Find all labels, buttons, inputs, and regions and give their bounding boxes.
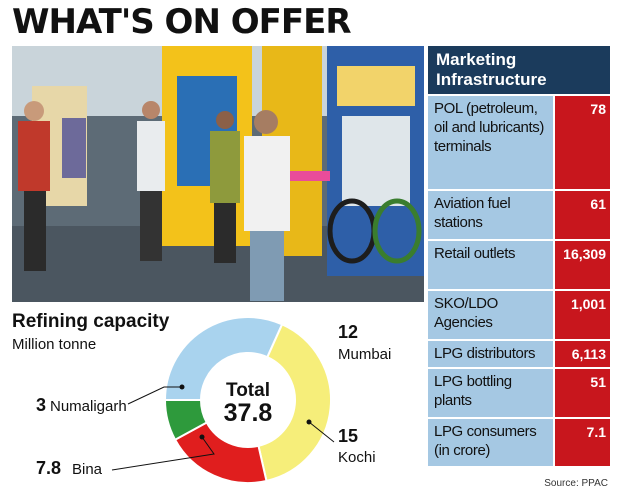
leader-dot-bina — [199, 434, 205, 440]
row-value: 16,309 — [553, 241, 610, 289]
refining-capacity-donut: Total 37.8 12 Mumbai 15 Kochi 7.8 Bina 3 Numaliga… — [0, 300, 428, 490]
slice-value-mumbai: 12 — [338, 322, 358, 342]
table-row: Aviation fuel stations 61 — [428, 189, 610, 239]
leader-dot-kochi — [306, 419, 312, 425]
slice-value-bina: 7.8 — [36, 458, 61, 478]
row-value: 7.1 — [553, 419, 610, 466]
row-value: 1,001 — [553, 291, 610, 339]
slice-name-bina: Bina — [72, 461, 103, 478]
leader-line-kochi — [308, 421, 335, 443]
chart-subtitle: Million tonne — [12, 336, 97, 353]
leader-dot-numaligarh — [179, 384, 185, 390]
row-label: LPG bottling plants — [428, 369, 553, 417]
slice-value-numaligarh: 3 — [36, 395, 46, 415]
slice-value-kochi: 15 — [338, 426, 358, 446]
row-label: POL (petroleum, oil and lubricants) term… — [428, 96, 553, 189]
table-row: Retail outlets 16,309 — [428, 239, 610, 289]
slice-name-numaligarh: Numaligarh — [50, 398, 127, 415]
row-value: 78 — [553, 96, 610, 189]
petrol-pump-photo — [12, 46, 424, 302]
row-label: LPG consumers (in crore) — [428, 419, 553, 466]
table-row: LPG bottling plants 51 — [428, 367, 610, 417]
source-note: Source: PPAC — [544, 478, 608, 489]
donut-center-label: Total — [226, 380, 270, 401]
donut-slice-mumbai — [163, 316, 284, 401]
leader-line-numaligarh — [127, 386, 182, 405]
row-value: 61 — [553, 191, 610, 239]
row-label: SKO/LDO Agencies — [428, 291, 553, 339]
donut-slice-numaligarh — [163, 399, 209, 442]
row-label: Aviation fuel stations — [428, 191, 553, 239]
donut-total-value: 37.8 — [224, 399, 273, 427]
table-row: LPG distributors 6,113 — [428, 339, 610, 367]
table-row: LPG consumers (in crore) 7.1 — [428, 417, 610, 466]
slice-name-kochi: Kochi — [338, 449, 376, 466]
marketing-infrastructure-table: Marketing Infrastructure POL (petroleum,… — [428, 46, 610, 476]
row-value: 6,113 — [553, 341, 610, 367]
slice-name-mumbai: Mumbai — [338, 346, 391, 363]
chart-title: Refining capacity — [12, 311, 170, 332]
donut-slice-kochi — [257, 323, 332, 483]
table-row: POL (petroleum, oil and lubricants) term… — [428, 94, 610, 189]
table-row: SKO/LDO Agencies 1,001 — [428, 289, 610, 339]
row-value: 51 — [553, 369, 610, 417]
row-label: LPG distributors — [428, 341, 553, 367]
headline: WHAT'S ON OFFER — [12, 2, 352, 42]
infrastructure-title: Marketing Infrastructure — [428, 46, 610, 94]
row-label: Retail outlets — [428, 241, 553, 289]
leader-line-bina — [111, 436, 215, 471]
